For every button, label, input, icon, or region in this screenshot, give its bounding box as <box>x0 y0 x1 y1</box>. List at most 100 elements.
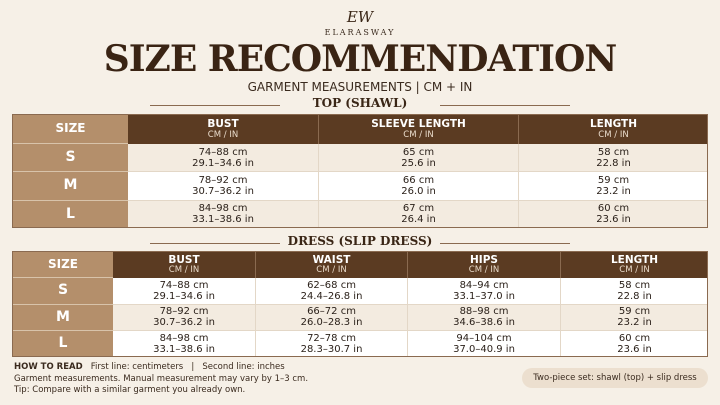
size-cell: S <box>13 278 113 305</box>
inch-value: 29.1–34.6 in <box>192 157 254 169</box>
inch-value: 33.1–37.0 in <box>453 290 515 302</box>
column-header: HIPS CM / IN <box>408 252 561 278</box>
rule <box>440 105 570 106</box>
cm-value: 60 cm <box>618 332 651 344</box>
inch-value: 30.7–36.2 in <box>153 317 215 329</box>
data-cell: 84–94 cm 33.1–37.0 in <box>408 278 561 305</box>
size-label: S <box>57 282 69 299</box>
first-line: First line: centimeters <box>90 362 184 372</box>
data-cell: 62–68 cm 24.4–26.8 in <box>256 278 408 305</box>
inch-value: 33.1–38.6 in <box>192 214 254 226</box>
size-label: L <box>58 335 68 352</box>
rule <box>150 243 280 244</box>
size-cell: S <box>13 144 128 173</box>
column-name: SLEEVE LENGTH <box>371 118 466 131</box>
tip: Tip: Compare with a similar garment you … <box>14 385 246 395</box>
column-name: HIPS <box>470 253 498 266</box>
data-cell: 94–104 cm 37.0–40.9 in <box>408 331 561 356</box>
column-header: SLEEVE LENGTH CM / IN <box>319 115 519 144</box>
second-line: Second line: inches <box>202 362 285 372</box>
inch-value: 26.0–28.3 in <box>300 317 363 329</box>
size-cell: L <box>13 331 113 356</box>
cm-value: 78–92 cm <box>159 306 209 318</box>
column-name: WAIST <box>312 253 351 266</box>
size-header-text: SIZE <box>55 121 86 136</box>
data-cell: 60 cm 23.6 in <box>561 331 707 356</box>
table: SIZE BUST CM / IN SLEEVE LENGTH CM / IN LENGT… <box>12 114 708 228</box>
cm-value: 59 cm <box>597 174 630 186</box>
inch-value: 30.7–36.2 in <box>192 185 254 197</box>
column-unit: CM / IN <box>468 265 500 276</box>
cm-value: 67 cm <box>402 203 435 215</box>
inch-value: 25.6 in <box>401 157 436 169</box>
inch-value: 23.2 in <box>617 317 652 329</box>
cm-value: 62–68 cm <box>307 279 356 291</box>
inch-value: 37.0–40.9 in <box>453 343 515 355</box>
data-cell: 59 cm 23.2 in <box>561 304 707 332</box>
data-cell: 60 cm 23.6 in <box>519 200 707 227</box>
data-cell: 78–92 cm 30.7–36.2 in <box>128 172 319 201</box>
size-label: M <box>63 177 78 194</box>
size-header-text: SIZE <box>47 256 78 271</box>
data-cell: 66–72 cm 26.0–28.3 in <box>256 304 408 332</box>
data-cell: 58 cm 22.8 in <box>519 144 707 173</box>
cm-value: 60 cm <box>597 203 630 215</box>
data-cell: 67 cm 26.4 in <box>319 200 519 227</box>
cm-value: 84–98 cm <box>159 332 209 344</box>
data-cell: 66 cm 26.0 in <box>319 172 519 201</box>
cm-value: 84–98 cm <box>198 203 248 215</box>
column-header: BUST CM / IN <box>113 252 256 278</box>
data-cell: 78–92 cm 30.7–36.2 in <box>113 304 256 332</box>
cm-value: 88–98 cm <box>459 306 509 318</box>
column-name: BUST <box>207 118 239 131</box>
data-cell: 58 cm 22.8 in <box>561 278 707 305</box>
column-name: LENGTH <box>589 118 638 131</box>
inch-value: 29.1–34.6 in <box>153 290 215 302</box>
inch-value: 23.6 in <box>617 343 652 355</box>
inch-value: 24.4–26.8 in <box>300 290 363 302</box>
rule <box>440 243 570 244</box>
column-header: LENGTH CM / IN <box>561 252 707 278</box>
how-to-read: HOW TO READ First line: centimeters | Se… <box>14 362 285 372</box>
table: SIZE BUST CM / IN WAIST CM / IN HIPS CM / IN LE… <box>12 251 708 357</box>
size-cell: M <box>13 304 113 332</box>
separator: | <box>191 362 195 372</box>
data-cell: 74–88 cm 29.1–34.6 in <box>128 144 319 173</box>
cm-value: 74–88 cm <box>198 146 248 158</box>
size-cell: M <box>13 172 128 201</box>
monogram: EW <box>346 8 374 26</box>
cm-value: 94–104 cm <box>456 332 512 344</box>
column-unit: CM / IN <box>207 129 239 140</box>
inch-value: 28.3–30.7 in <box>300 343 363 355</box>
column-unit: CM / IN <box>619 265 650 276</box>
inch-value: 23.6 in <box>596 214 631 226</box>
column-unit: CM / IN <box>316 265 347 276</box>
title: SIZE RECOMMENDATION <box>103 38 618 80</box>
note: Garment measurements. Manual measurement… <box>14 374 309 384</box>
cm-value: 84–94 cm <box>459 279 509 291</box>
column-header: BUST CM / IN <box>128 115 319 144</box>
cm-value: 74–88 cm <box>159 279 209 291</box>
data-cell: 84–98 cm 33.1–38.6 in <box>128 200 319 227</box>
cm-value: 58 cm <box>597 146 630 158</box>
set-note: Two-piece set: shawl (top) + slip dress <box>522 368 708 388</box>
size-label: M <box>56 308 70 325</box>
inch-value: 26.0 in <box>401 185 436 197</box>
column-unit: CM / IN <box>598 129 629 140</box>
inch-value: 23.2 in <box>596 185 631 197</box>
section-title: TOP (SHAWL) <box>312 96 408 110</box>
column-header: WAIST CM / IN <box>256 252 408 278</box>
inch-value: 33.1–38.6 in <box>153 343 215 355</box>
cm-value: 58 cm <box>618 279 651 291</box>
column-name: BUST <box>168 253 200 266</box>
size-label: S <box>65 148 76 165</box>
brand-name: ELARASWAY <box>324 28 396 37</box>
column-name: LENGTH <box>610 253 659 266</box>
size-cell: L <box>13 200 128 227</box>
how-to-read-label: HOW TO READ <box>14 362 83 372</box>
cm-value: 72–78 cm <box>307 332 356 344</box>
rule <box>150 105 280 106</box>
cm-value: 78–92 cm <box>198 174 248 186</box>
cm-value: 59 cm <box>618 306 651 318</box>
